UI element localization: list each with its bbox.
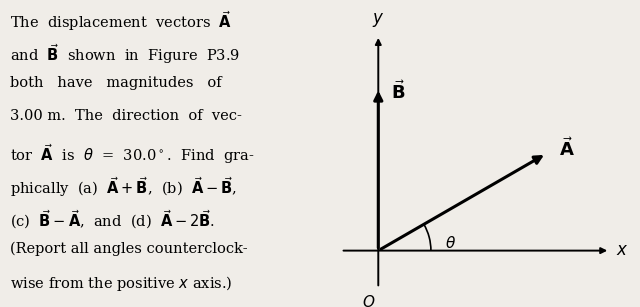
Text: wise from the positive $x$ axis.): wise from the positive $x$ axis.) (10, 274, 233, 293)
Text: 3.00 m.  The  direction  of  vec-: 3.00 m. The direction of vec- (10, 109, 242, 123)
Text: tor  $\vec{\mathbf{A}}$  is  $\theta$  =  30.0$^\circ$.  Find  gra-: tor $\vec{\mathbf{A}}$ is $\theta$ = 30.… (10, 142, 255, 166)
Text: $\theta$: $\theta$ (445, 235, 456, 251)
Text: and  $\vec{\mathbf{B}}$  shown  in  Figure  P3.9: and $\vec{\mathbf{B}}$ shown in Figure P… (10, 42, 241, 66)
Text: $x$: $x$ (616, 242, 628, 259)
Text: $y$: $y$ (372, 11, 385, 29)
Text: (c)  $\vec{\mathbf{B}}-\vec{\mathbf{A}}$,  and  (d)  $\vec{\mathbf{A}}-2\vec{\ma: (c) $\vec{\mathbf{B}}-\vec{\mathbf{A}}$,… (10, 208, 216, 231)
Text: $O$: $O$ (362, 294, 375, 307)
Text: both   have   magnitudes   of: both have magnitudes of (10, 76, 222, 90)
Text: phically  (a)  $\vec{\mathbf{A}}+\vec{\mathbf{B}}$,  (b)  $\vec{\mathbf{A}}-\vec: phically (a) $\vec{\mathbf{A}}+\vec{\mat… (10, 175, 237, 199)
Text: (Report all angles counterclock-: (Report all angles counterclock- (10, 241, 248, 256)
Text: $\vec{\mathbf{A}}$: $\vec{\mathbf{A}}$ (559, 137, 575, 160)
Text: $\vec{\mathbf{B}}$: $\vec{\mathbf{B}}$ (391, 80, 405, 103)
Text: The  displacement  vectors  $\vec{\mathbf{A}}$: The displacement vectors $\vec{\mathbf{A… (10, 9, 232, 33)
